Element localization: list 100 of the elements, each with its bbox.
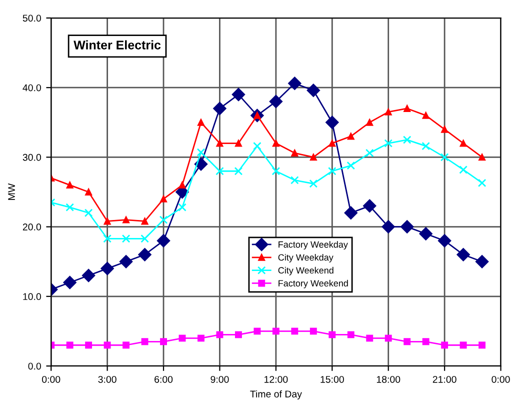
- x-tick-label: 18:00: [376, 376, 400, 383]
- point: [441, 126, 448, 133]
- point: [400, 220, 414, 234]
- point: [422, 338, 430, 346]
- point: [141, 338, 148, 346]
- point: [122, 216, 130, 224]
- point: [156, 234, 170, 248]
- point: [140, 234, 149, 243]
- point: [460, 342, 467, 349]
- point: [328, 140, 336, 147]
- point: [194, 158, 208, 171]
- point: [254, 328, 261, 335]
- point: [216, 140, 224, 147]
- point: [478, 154, 486, 161]
- point: [310, 154, 317, 161]
- point: [422, 142, 430, 150]
- point: [456, 248, 470, 262]
- point: [253, 142, 262, 150]
- point: [82, 268, 96, 282]
- point: [309, 179, 318, 188]
- point: [198, 334, 204, 342]
- point: [272, 166, 280, 176]
- point: [63, 276, 76, 290]
- point: [234, 166, 243, 176]
- x-tick-label: 0:00: [42, 376, 60, 383]
- point: [419, 227, 432, 240]
- point: [346, 161, 356, 170]
- y-tick-label: 20.0: [22, 224, 41, 230]
- text: Winter Electric: [74, 40, 161, 50]
- point: [460, 140, 467, 147]
- point: [122, 342, 130, 349]
- point: [66, 203, 74, 212]
- point: [100, 262, 114, 276]
- point: [404, 105, 411, 112]
- point: [103, 234, 112, 243]
- point: [85, 342, 92, 349]
- point: [459, 166, 468, 174]
- point: [404, 338, 411, 346]
- point: [198, 118, 204, 126]
- point: [269, 94, 283, 108]
- point: [384, 139, 393, 148]
- point: [234, 140, 242, 147]
- point: [347, 331, 354, 338]
- point: [326, 116, 339, 129]
- point: [138, 248, 152, 262]
- x-axis-title: Time of Day: [250, 390, 302, 400]
- point: [178, 203, 186, 212]
- point: [347, 132, 354, 140]
- point: [382, 220, 395, 234]
- y-tick-label: 50.0: [22, 14, 41, 22]
- point: [119, 255, 133, 268]
- point: [310, 328, 317, 335]
- point: [440, 153, 449, 162]
- point: [475, 255, 489, 268]
- point: [213, 102, 226, 116]
- point: [85, 188, 92, 196]
- point: [422, 112, 430, 119]
- point: [216, 166, 224, 176]
- point: [104, 218, 111, 225]
- x-tick-label: 3:00: [98, 376, 116, 383]
- point: [344, 206, 358, 220]
- point: [384, 108, 392, 116]
- point: [291, 328, 298, 335]
- point: [272, 328, 280, 335]
- point: [216, 331, 224, 338]
- point: [291, 150, 298, 156]
- point: [306, 84, 320, 97]
- point: [178, 334, 186, 342]
- point: [160, 195, 167, 202]
- point: [328, 166, 336, 176]
- point: [84, 208, 93, 218]
- point: [66, 342, 74, 349]
- y-axis-title: MW: [8, 183, 15, 200]
- point: [402, 136, 412, 144]
- point: [66, 182, 74, 189]
- point: [160, 338, 167, 346]
- legend-label: City Weekend: [278, 266, 334, 276]
- y-tick-label: 10.0: [23, 293, 41, 300]
- point: [104, 342, 111, 349]
- point: [366, 334, 374, 342]
- point: [384, 334, 392, 342]
- point: [272, 140, 280, 147]
- legend-label: City Weekday: [278, 254, 334, 262]
- point: [178, 182, 186, 189]
- point: [478, 342, 486, 349]
- x-tick-label: 6:00: [154, 376, 173, 383]
- point: [441, 342, 448, 349]
- point: [159, 216, 168, 224]
- point: [290, 176, 299, 184]
- y-tick-label: 40.0: [22, 84, 41, 92]
- point: [232, 88, 246, 102]
- point: [122, 234, 130, 243]
- x-tick-label: 12:00: [264, 376, 288, 383]
- y-tick-label: 30.0: [22, 154, 41, 161]
- legend-label: Factory Weekend: [278, 280, 348, 288]
- point: [363, 199, 376, 213]
- x-tick-label: 0:00: [492, 376, 510, 383]
- point: [141, 218, 148, 225]
- point: [234, 331, 242, 338]
- point: [365, 148, 374, 158]
